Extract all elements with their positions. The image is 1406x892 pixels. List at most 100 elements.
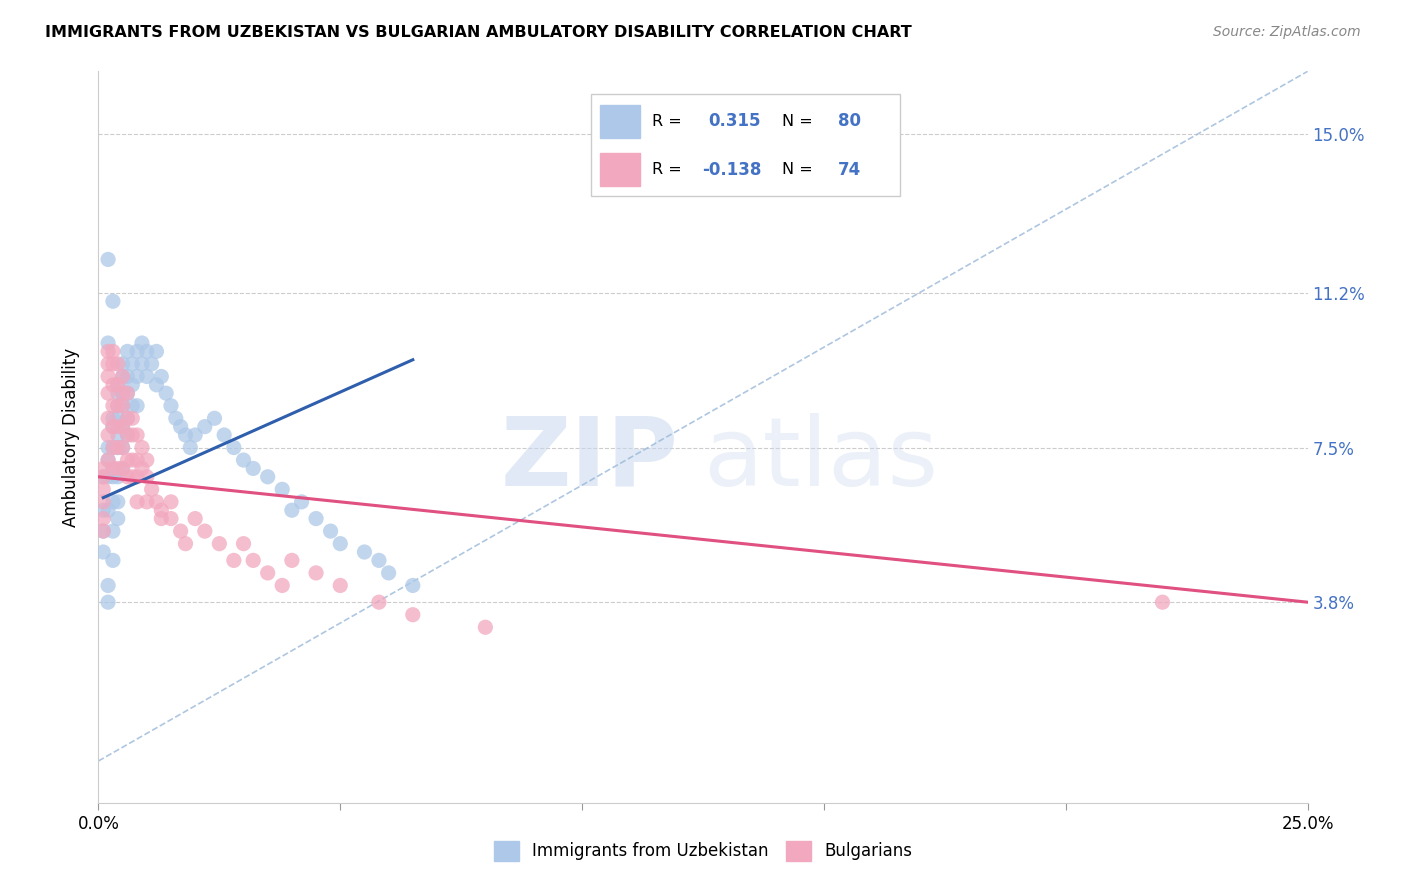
Point xyxy=(111,419,134,434)
Point xyxy=(107,441,129,455)
Point xyxy=(117,428,139,442)
Point xyxy=(107,461,129,475)
Point xyxy=(271,578,294,592)
Text: ZIP: ZIP xyxy=(501,412,679,506)
Point xyxy=(141,357,163,371)
Point xyxy=(97,428,120,442)
Point xyxy=(97,344,120,359)
Point xyxy=(97,453,120,467)
Point xyxy=(281,553,304,567)
Point xyxy=(160,511,183,525)
Text: R =: R = xyxy=(652,114,682,128)
Point xyxy=(121,470,143,484)
Point xyxy=(305,566,328,580)
Point xyxy=(111,461,134,475)
Point xyxy=(97,578,120,592)
Point xyxy=(111,399,134,413)
Point xyxy=(97,470,120,484)
Point xyxy=(107,357,129,371)
Point xyxy=(169,524,191,538)
Point xyxy=(368,595,391,609)
Point xyxy=(107,419,129,434)
Point xyxy=(121,377,143,392)
Point xyxy=(141,483,163,497)
Point xyxy=(101,441,124,455)
Point xyxy=(127,428,149,442)
Point xyxy=(101,419,124,434)
Point xyxy=(474,620,496,634)
Point xyxy=(222,441,245,455)
Point xyxy=(353,545,375,559)
Point xyxy=(101,294,124,309)
Point xyxy=(111,441,134,455)
Point xyxy=(107,428,129,442)
Point xyxy=(135,344,157,359)
Point xyxy=(145,377,167,392)
Point xyxy=(91,545,114,559)
Point xyxy=(145,495,167,509)
Point xyxy=(1152,595,1174,609)
Point xyxy=(256,470,278,484)
Point xyxy=(290,495,312,509)
Point xyxy=(91,483,114,497)
Point xyxy=(117,386,139,401)
Point xyxy=(329,578,352,592)
Point xyxy=(97,357,120,371)
Y-axis label: Ambulatory Disability: Ambulatory Disability xyxy=(62,348,80,526)
Text: atlas: atlas xyxy=(703,412,938,506)
Point xyxy=(97,369,120,384)
Bar xyxy=(600,105,640,137)
Point xyxy=(135,495,157,509)
Point xyxy=(97,411,120,425)
Text: IMMIGRANTS FROM UZBEKISTAN VS BULGARIAN AMBULATORY DISABILITY CORRELATION CHART: IMMIGRANTS FROM UZBEKISTAN VS BULGARIAN … xyxy=(45,25,911,40)
Point xyxy=(101,399,124,413)
Point xyxy=(319,524,342,538)
Point xyxy=(117,453,139,467)
Point xyxy=(121,399,143,413)
Point xyxy=(127,344,149,359)
Point xyxy=(111,399,134,413)
Point xyxy=(242,553,264,567)
Point xyxy=(232,536,254,550)
Point xyxy=(127,369,149,384)
Point xyxy=(101,553,124,567)
Point xyxy=(91,524,114,538)
Point xyxy=(111,369,134,384)
Point xyxy=(135,453,157,467)
Text: 0.315: 0.315 xyxy=(709,112,761,130)
Text: -0.138: -0.138 xyxy=(702,161,761,178)
Point xyxy=(117,386,139,401)
Point xyxy=(107,386,129,401)
Point xyxy=(91,495,114,509)
Point xyxy=(101,441,124,455)
Point xyxy=(281,503,304,517)
Point xyxy=(194,419,217,434)
Point xyxy=(135,470,157,484)
Point xyxy=(101,461,124,475)
Point xyxy=(107,470,129,484)
Point xyxy=(135,369,157,384)
Point xyxy=(101,357,124,371)
Point xyxy=(97,453,120,467)
Point xyxy=(127,399,149,413)
Point xyxy=(179,441,201,455)
Point xyxy=(127,453,149,467)
Point xyxy=(111,441,134,455)
Point xyxy=(212,428,235,442)
Point xyxy=(97,441,120,455)
Point xyxy=(101,419,124,434)
Point xyxy=(121,428,143,442)
Point xyxy=(184,511,207,525)
Point xyxy=(329,536,352,550)
Point xyxy=(107,495,129,509)
Point xyxy=(117,344,139,359)
Point xyxy=(121,357,143,371)
Point xyxy=(184,428,207,442)
Point xyxy=(121,411,143,425)
Point xyxy=(111,461,134,475)
Point xyxy=(91,470,114,484)
Point xyxy=(101,377,124,392)
Point xyxy=(101,470,124,484)
Point xyxy=(194,524,217,538)
Point xyxy=(155,386,177,401)
